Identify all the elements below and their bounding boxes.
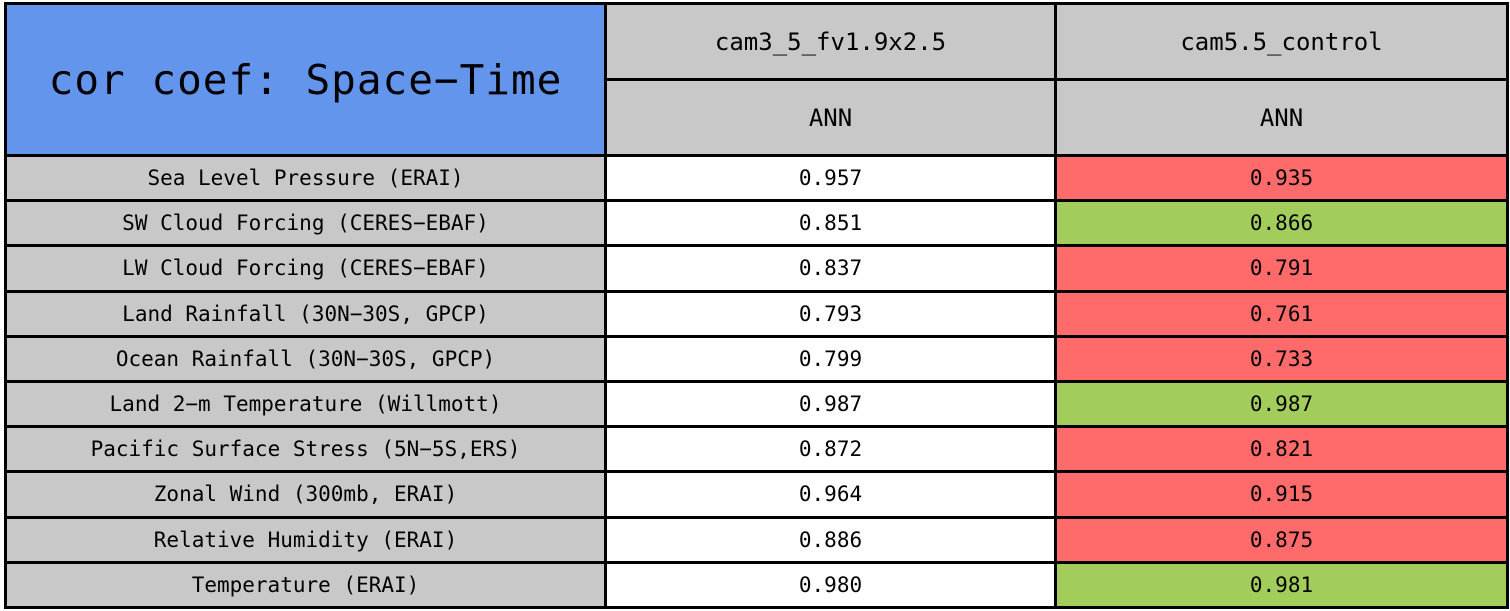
column-header-model-2: cam5.5_control: [1054, 2, 1509, 81]
table-title: cor coef: Space−Time: [4, 2, 607, 157]
column-subheader-season-2: ANN: [1054, 78, 1509, 157]
model-header-row: cor coef: Space−Time cam3_5_fv1.9x2.5 ca…: [4, 2, 1509, 157]
value-cell-col-2: 0.981: [1054, 560, 1509, 610]
value-cell-col-1: 0.851: [604, 199, 1057, 248]
variable-label: Land 2−m Temperature (Willmott): [4, 379, 607, 429]
table-header: cor coef: Space−Time cam3_5_fv1.9x2.5 ca…: [4, 2, 1509, 157]
variable-label: LW Cloud Forcing (CERES−EBAF): [4, 244, 607, 293]
table-row: Temperature (ERAI) 0.980 0.981: [4, 560, 1509, 610]
variable-label: Sea Level Pressure (ERAI): [4, 153, 607, 203]
variable-label: Pacific Surface Stress (5N−5S,ERS): [4, 425, 607, 474]
table-row: Sea Level Pressure (ERAI) 0.957 0.935: [4, 153, 1509, 203]
variable-label: Land Rainfall (30N−30S, GPCP): [4, 289, 607, 338]
table-row: LW Cloud Forcing (CERES−EBAF) 0.837 0.791: [4, 244, 1509, 293]
value-cell-col-2: 0.866: [1054, 199, 1509, 248]
table-row: SW Cloud Forcing (CERES−EBAF) 0.851 0.866: [4, 199, 1509, 248]
cor-coef-table: cor coef: Space−Time cam3_5_fv1.9x2.5 ca…: [4, 2, 1509, 610]
variable-label: Relative Humidity (ERAI): [4, 515, 607, 564]
variable-label: Zonal Wind (300mb, ERAI): [4, 470, 607, 519]
value-cell-col-1: 0.964: [604, 470, 1057, 519]
value-cell-col-1: 0.872: [604, 425, 1057, 474]
value-cell-col-2: 0.935: [1054, 153, 1509, 203]
variable-label: Ocean Rainfall (30N−30S, GPCP): [4, 334, 607, 383]
value-cell-col-1: 0.886: [604, 515, 1057, 564]
column-subheader-season-1: ANN: [604, 78, 1057, 157]
value-cell-col-2: 0.915: [1054, 470, 1509, 519]
value-cell-col-2: 0.821: [1054, 425, 1509, 474]
value-cell-col-2: 0.987: [1054, 379, 1509, 429]
season-header-row: ANN ANN: [6, 78, 1509, 157]
table-row: Land 2−m Temperature (Willmott) 0.987 0.98…: [4, 379, 1509, 429]
value-cell-col-2: 0.791: [1054, 244, 1509, 293]
value-cell-col-2: 0.733: [1054, 334, 1509, 383]
table-row: Zonal Wind (300mb, ERAI) 0.964 0.915: [4, 470, 1509, 519]
value-cell-col-1: 0.957: [604, 153, 1057, 203]
column-header-model-1: cam3_5_fv1.9x2.5: [604, 2, 1057, 81]
value-cell-col-1: 0.987: [604, 379, 1057, 429]
table-body: Sea Level Pressure (ERAI) 0.957 0.935 SW Cl…: [4, 153, 1509, 610]
table-row: Ocean Rainfall (30N−30S, GPCP) 0.799 0.733: [4, 334, 1509, 383]
value-cell-col-1: 0.799: [604, 334, 1057, 383]
table-row: Pacific Surface Stress (5N−5S,ERS) 0.872 0…: [4, 425, 1509, 474]
value-cell-col-1: 0.837: [604, 244, 1057, 293]
variable-label: SW Cloud Forcing (CERES−EBAF): [4, 199, 607, 248]
value-cell-col-2: 0.761: [1054, 289, 1509, 338]
variable-label: Temperature (ERAI): [4, 560, 607, 610]
table-row: Land Rainfall (30N−30S, GPCP) 0.793 0.761: [4, 289, 1509, 338]
value-cell-col-1: 0.793: [604, 289, 1057, 338]
table-row: Relative Humidity (ERAI) 0.886 0.875: [4, 515, 1509, 564]
value-cell-col-1: 0.980: [604, 560, 1057, 610]
value-cell-col-2: 0.875: [1054, 515, 1509, 564]
